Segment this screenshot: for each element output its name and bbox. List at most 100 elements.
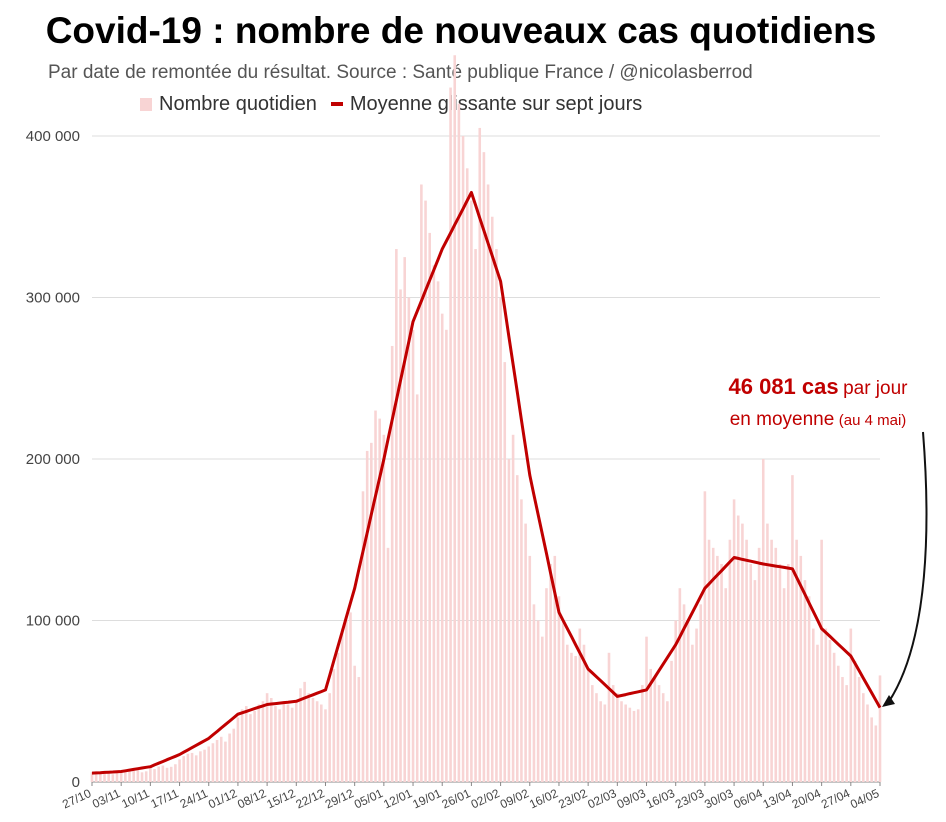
daily-bar: [378, 418, 381, 782]
daily-bar: [240, 709, 244, 782]
annotation-per-day: par jour: [843, 378, 908, 399]
daily-bar: [157, 766, 161, 782]
daily-bar: [274, 706, 277, 782]
daily-bar: [286, 704, 290, 782]
daily-bar: [340, 628, 344, 782]
legend-item-bars: Nombre quotidien: [140, 93, 317, 116]
bars: [90, 55, 882, 783]
daily-bar: [716, 555, 719, 782]
y-tick-label: 200 000: [26, 451, 80, 468]
daily-bar: [249, 714, 252, 782]
daily-bar: [470, 200, 473, 783]
daily-bar: [382, 434, 386, 782]
daily-bar: [503, 362, 507, 782]
daily-bar: [824, 628, 828, 782]
daily-bar: [436, 281, 440, 782]
daily-bar: [278, 709, 281, 782]
daily-bar: [420, 184, 423, 782]
daily-bar: [465, 168, 469, 783]
daily-bar: [336, 652, 340, 782]
daily-bar: [478, 127, 482, 783]
daily-bar: [628, 707, 632, 782]
daily-bar: [424, 200, 427, 783]
legend: Nombre quotidien Moyenne glissante sur s…: [140, 92, 656, 116]
daily-bar: [132, 771, 135, 782]
daily-bar: [407, 297, 411, 782]
daily-bar: [353, 665, 356, 782]
daily-bar: [403, 257, 406, 782]
daily-bar: [761, 459, 765, 782]
daily-bar: [328, 693, 331, 782]
daily-bar: [845, 685, 848, 782]
daily-bar: [182, 756, 186, 782]
daily-bar: [803, 580, 807, 782]
daily-bar: [645, 636, 648, 782]
y-tick-label: 0: [72, 774, 80, 791]
daily-bar: [566, 644, 569, 782]
y-tick-label: 100 000: [26, 613, 80, 630]
x-tick-label: 10/11: [119, 786, 152, 811]
daily-bar: [257, 704, 261, 782]
daily-bar: [661, 693, 665, 782]
daily-bar: [782, 588, 786, 782]
daily-bar: [332, 668, 336, 782]
daily-bar: [691, 644, 694, 782]
daily-bar: [215, 740, 219, 782]
daily-bar: [232, 728, 236, 782]
daily-bar: [616, 693, 619, 782]
daily-bar: [874, 725, 878, 782]
daily-bar: [386, 547, 390, 782]
daily-bar: [766, 523, 769, 782]
daily-bar: [282, 701, 286, 782]
daily-bar: [161, 765, 165, 782]
daily-bar: [507, 459, 511, 782]
daily-bar: [666, 701, 669, 782]
daily-bar: [749, 563, 753, 782]
daily-bar: [778, 563, 782, 782]
daily-bar: [620, 701, 623, 782]
daily-bar: [653, 677, 657, 782]
daily-bar: [828, 639, 832, 782]
daily-bar: [549, 563, 552, 782]
daily-bar: [320, 704, 323, 782]
daily-bar: [520, 499, 523, 782]
daily-bar: [624, 704, 627, 782]
x-tick-label: 03/11: [90, 786, 123, 811]
annotation-arrow: [887, 431, 928, 704]
daily-bar: [582, 644, 586, 782]
daily-bar: [90, 772, 94, 782]
y-tick-label: 400 000: [26, 128, 80, 145]
annotation-date: (au 4 mai): [838, 412, 907, 429]
daily-bar: [603, 704, 607, 782]
daily-bar: [586, 668, 590, 782]
x-tick-label: 17/11: [148, 786, 181, 811]
daily-bar: [540, 636, 544, 782]
daily-bar: [695, 628, 698, 782]
daily-bar: [445, 329, 448, 782]
daily-bar: [374, 410, 377, 782]
daily-bar: [174, 764, 177, 782]
daily-bar: [345, 620, 348, 782]
daily-bar: [415, 394, 419, 782]
daily-bar: [253, 710, 256, 782]
daily-bar: [811, 628, 815, 782]
daily-bar: [703, 491, 707, 782]
daily-bar: [390, 345, 394, 782]
daily-bar: [395, 249, 398, 783]
daily-bar: [741, 523, 744, 782]
daily-bar: [94, 773, 98, 782]
daily-bar: [857, 677, 861, 782]
daily-bar: [641, 685, 644, 782]
daily-bar: [169, 766, 173, 782]
daily-bar: [219, 736, 223, 782]
daily-bar: [736, 515, 740, 782]
daily-bar: [866, 704, 869, 782]
daily-bar: [511, 434, 515, 782]
daily-bar: [269, 698, 273, 782]
daily-bar: [365, 450, 369, 782]
annotation-value: 46 081 cas: [728, 374, 839, 399]
daily-bar: [103, 772, 106, 782]
daily-bar: [499, 297, 502, 782]
daily-bar: [578, 628, 582, 782]
